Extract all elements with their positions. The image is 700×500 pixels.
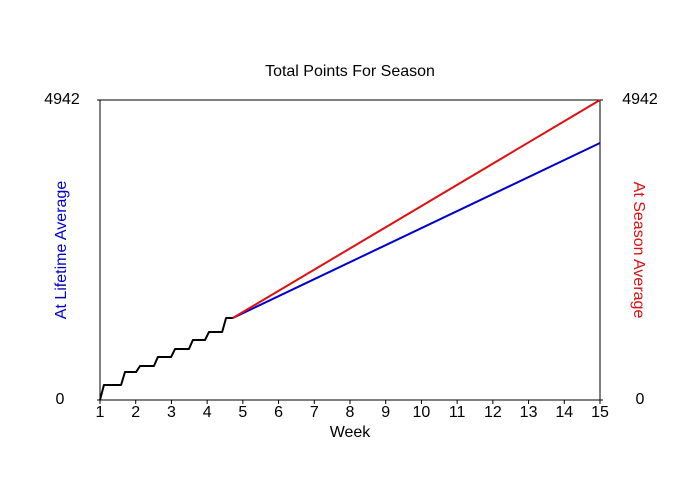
x-tick-label: 10 (413, 404, 431, 421)
x-tick-label: 13 (520, 404, 538, 421)
x-tick-label: 5 (238, 404, 247, 421)
x-tick-label: 2 (131, 404, 140, 421)
x-tick-label: 1 (96, 404, 105, 421)
x-axis-label: Week (330, 424, 372, 441)
x-tick-label: 8 (346, 404, 355, 421)
y-tick-label: 4942 (44, 91, 80, 108)
x-tick-label: 7 (310, 404, 319, 421)
x-tick-label: 9 (381, 404, 390, 421)
series-line (232, 142, 601, 319)
y2-tick-label: 0 (636, 391, 645, 408)
y2-tick-label: 4942 (622, 91, 658, 108)
x-tick-label: 15 (591, 404, 609, 421)
x-tick-label: 3 (167, 404, 176, 421)
x-tick-label: 6 (274, 404, 283, 421)
y-tick-label: 0 (56, 391, 65, 408)
y-axis-label: At Lifetime Average (53, 181, 70, 320)
chart-title: Total Points For Season (265, 63, 435, 80)
x-tick-label: 14 (555, 404, 573, 421)
y2-axis-label: At Season Average (630, 182, 647, 319)
series-line (232, 99, 601, 319)
x-tick-label: 11 (449, 404, 466, 421)
x-tick-label: 4 (203, 404, 212, 421)
x-tick-label: 12 (484, 404, 502, 421)
series-line (99, 316, 233, 401)
